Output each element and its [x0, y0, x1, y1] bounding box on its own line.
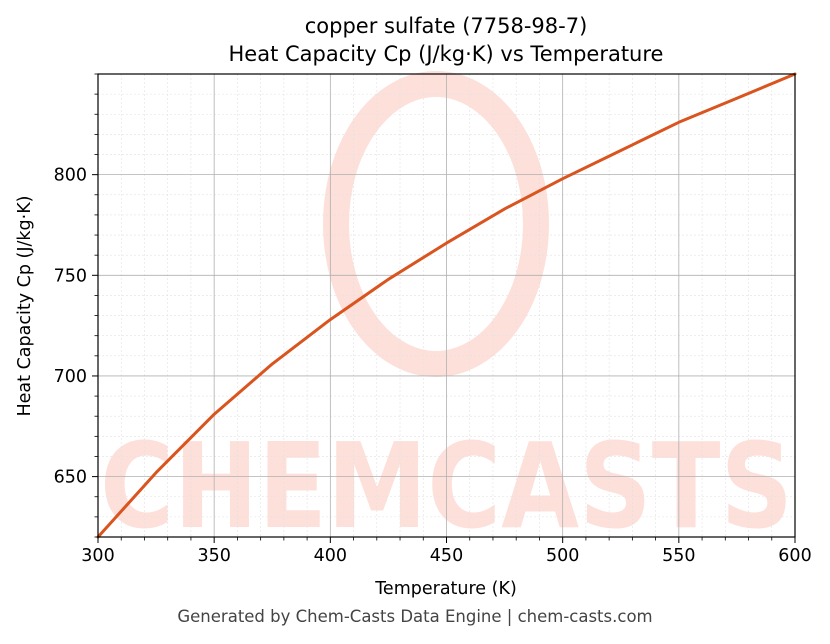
y-tick-label: 700 [54, 367, 87, 387]
x-tick-label: 350 [197, 546, 230, 566]
x-tick-label: 600 [778, 546, 811, 566]
x-tick-label: 500 [546, 546, 579, 566]
chart-title-line2: Heat Capacity Cp (J/kg·K) vs Temperature [229, 42, 664, 66]
chart-canvas: CHEMCASTS 300 350 400 450 500 550 600650700750… [15, 14, 812, 599]
x-tick-label: 550 [662, 546, 695, 566]
y-tick-label: 750 [54, 266, 87, 286]
x-tick-label: 400 [314, 546, 347, 566]
footer-credit: Generated by Chem-Casts Data Engine | ch… [177, 607, 653, 626]
axis-ticks [92, 73, 796, 543]
y-tick-label: 800 [54, 166, 87, 186]
x-tick-label: 450 [430, 546, 463, 566]
y-axis-label: Heat Capacity Cp (J/kg·K) [15, 196, 35, 417]
watermark-swirl [323, 71, 549, 377]
series-layer [96, 72, 797, 539]
chart-title-line1: copper sulfate (7758-98-7) [305, 14, 588, 38]
x-tick-label: 300 [81, 546, 114, 566]
tick-labels: 300 350 400 450 500 550 600 650 700 750 800 [54, 166, 812, 566]
x-axis-label: Temperature (K) [374, 579, 517, 599]
y-tick-label: 650 [54, 468, 87, 488]
series-line-0 [96, 72, 797, 539]
